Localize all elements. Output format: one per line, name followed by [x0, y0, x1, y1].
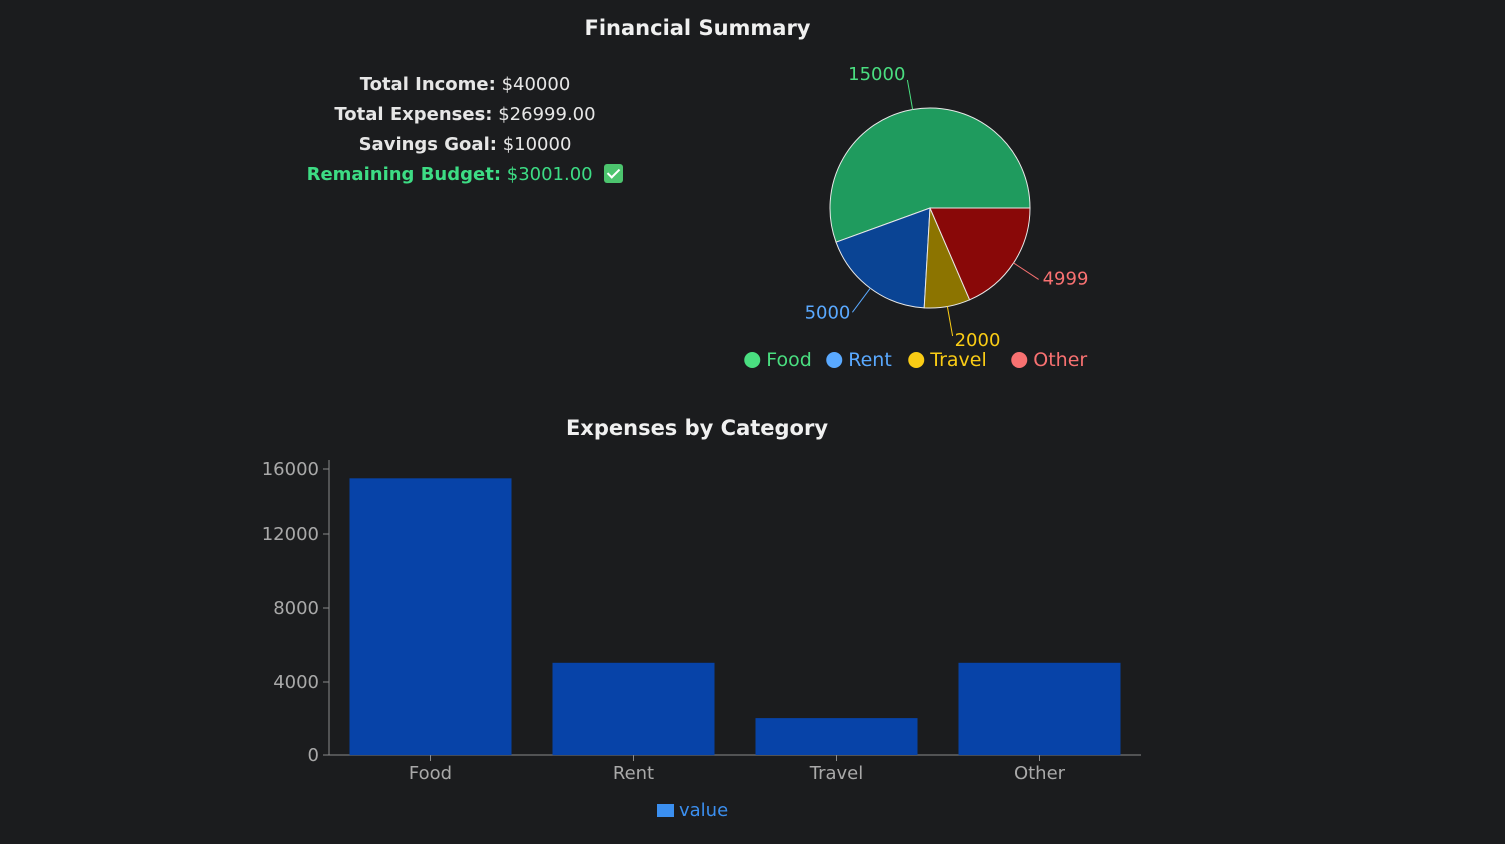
bar-travel — [755, 718, 918, 755]
savings-value: $10000 — [502, 134, 572, 155]
bar-other — [958, 662, 1121, 756]
expenses-label: Total Expenses: — [334, 104, 493, 125]
pie-label-other: 4999 — [1043, 268, 1089, 289]
pie-label-rent: 5000 — [805, 302, 851, 323]
legend-dot-travel — [908, 352, 925, 368]
y-tick-label-16000: 16000 — [262, 459, 319, 480]
savings-label: Savings Goal: — [358, 134, 497, 155]
page-title: Financial Summary — [584, 16, 811, 40]
pie-leader-rent — [851, 287, 871, 313]
legend-label-travel: Travel — [929, 349, 986, 371]
pie-legend: Food Rent Travel Other — [744, 349, 1087, 371]
legend-dot-rent — [826, 352, 843, 368]
bar-chart-title: Expenses by Category — [566, 416, 828, 440]
y-tick-label-4000: 4000 — [273, 672, 319, 693]
legend-label-other: Other — [1033, 349, 1087, 371]
pie-chart: 15000 5000 2000 4999 — [805, 64, 1089, 351]
legend-label-food: Food — [766, 349, 812, 371]
legend-dot-food — [744, 352, 761, 368]
remaining-label: Remaining Budget: — [306, 164, 502, 185]
x-tick-label-rent: Rent — [613, 763, 654, 784]
bar-chart: 0 4000 8000 12000 16000 Food Rent Travel Other — [262, 459, 1141, 784]
legend-label-value: value — [679, 800, 728, 821]
x-tick-label-travel: Travel — [809, 763, 864, 784]
income-value: $40000 — [501, 74, 571, 95]
expenses-row: Total Expenses: $26999.00 — [250, 100, 680, 130]
pie-leader-travel — [946, 306, 954, 337]
legend-swatch-value — [657, 804, 674, 817]
expenses-value: $26999.00 — [498, 104, 596, 125]
pie-leader-food — [906, 79, 914, 110]
legend-label-rent: Rent — [848, 349, 892, 371]
check-icon — [604, 164, 624, 183]
pie-slice-rent — [835, 207, 931, 309]
bar-food — [349, 478, 512, 756]
income-label: Total Income: — [359, 74, 496, 95]
y-tick-label-0: 0 — [308, 745, 319, 766]
income-row: Total Income: $40000 — [250, 70, 680, 100]
pie-label-food: 15000 — [848, 64, 905, 85]
pie-leader-other — [1013, 262, 1039, 280]
pie-label-travel: 2000 — [955, 330, 1001, 351]
x-tick-label-food: Food — [409, 763, 452, 784]
x-tick-label-other: Other — [1014, 763, 1066, 784]
remaining-value: $3001.00 — [506, 164, 593, 185]
legend-dot-other — [1011, 352, 1028, 368]
y-tick-label-8000: 8000 — [273, 598, 319, 619]
bar-legend: value — [657, 800, 728, 821]
bar-rent — [552, 662, 715, 756]
summary-panel: Total Income: $40000 Total Expenses: $26… — [250, 70, 680, 190]
remaining-row: Remaining Budget: $3001.00 — [250, 160, 680, 190]
savings-row: Savings Goal: $10000 — [250, 130, 680, 160]
y-tick-label-12000: 12000 — [262, 524, 319, 545]
